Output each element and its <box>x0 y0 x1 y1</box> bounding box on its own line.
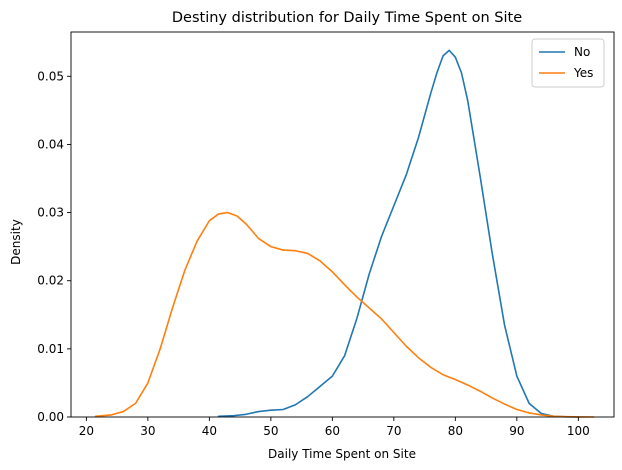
plot-area: 20 30 40 50 60 70 80 90 100 0.00 0.01 0.02 0.03 0.04 0… <box>37 31 615 438</box>
legend: No Yes <box>531 38 605 88</box>
legend-label-no: No <box>574 45 590 59</box>
series-line-no <box>217 49 580 418</box>
x-tick-label: 100 <box>567 424 590 438</box>
legend-box <box>531 38 605 88</box>
legend-label-yes: Yes <box>573 66 593 80</box>
x-tick-label: 90 <box>509 424 524 438</box>
x-tick-label: 50 <box>263 424 278 438</box>
x-tick-label: 70 <box>386 424 401 438</box>
series-line-yes <box>94 211 595 418</box>
y-tick-label: 0.04 <box>37 137 64 151</box>
x-axis-title: Daily Time Spent on Site <box>268 447 416 461</box>
x-tick-label: 20 <box>79 424 94 438</box>
y-tick-label: 0.02 <box>37 274 64 288</box>
x-tick-label: 80 <box>448 424 463 438</box>
chart-title: Destiny distribution for Daily Time Spen… <box>172 10 522 26</box>
y-tick-label: 0.03 <box>37 206 64 220</box>
x-tick-label: 40 <box>202 424 217 438</box>
y-axis-title: Density <box>9 219 23 265</box>
y-tick-label: 0.01 <box>37 342 64 356</box>
y-tick-label: 0.00 <box>37 410 64 424</box>
plot-frame <box>70 31 615 418</box>
x-tick-label: 30 <box>140 424 155 438</box>
x-tick-label: 60 <box>325 424 340 438</box>
y-tick-label: 0.05 <box>37 69 64 83</box>
